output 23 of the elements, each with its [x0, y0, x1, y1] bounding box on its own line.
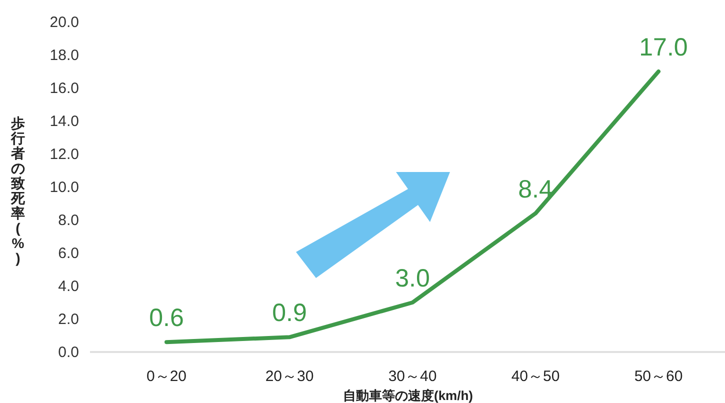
y-tick-label: 6.0: [58, 245, 79, 262]
data-label: 8.4: [518, 175, 553, 204]
y-tick-label: 4.0: [58, 278, 79, 295]
y-tick-label: 8.0: [58, 212, 79, 229]
data-label: 3.0: [395, 264, 430, 292]
x-tick-label: 40～50: [511, 368, 560, 385]
data-label: 17.0: [639, 34, 688, 62]
y-tick-label: 10.0: [50, 179, 79, 196]
y-tick-label: 12.0: [50, 146, 79, 163]
y-tick-label: 2.0: [58, 311, 79, 328]
x-tick-label: 50～60: [634, 368, 683, 385]
y-tick-label: 16.0: [50, 80, 79, 97]
x-axis-title: 自動車等の速度(km/h): [343, 388, 473, 403]
data-label: 0.9: [272, 299, 307, 328]
x-tick-label: 30～40: [388, 368, 437, 385]
y-tick-label: 18.0: [50, 47, 79, 64]
y-tick-label: 14.0: [50, 113, 79, 130]
x-tick-label: 0～20: [146, 368, 187, 385]
y-tick-label: 0.0: [58, 344, 79, 361]
text: 歩行者の致死率(%): [11, 115, 25, 266]
x-tick-label: 20～30: [265, 368, 314, 385]
data-label: 0.6: [149, 304, 184, 332]
y-tick-label: 20.0: [50, 14, 79, 31]
